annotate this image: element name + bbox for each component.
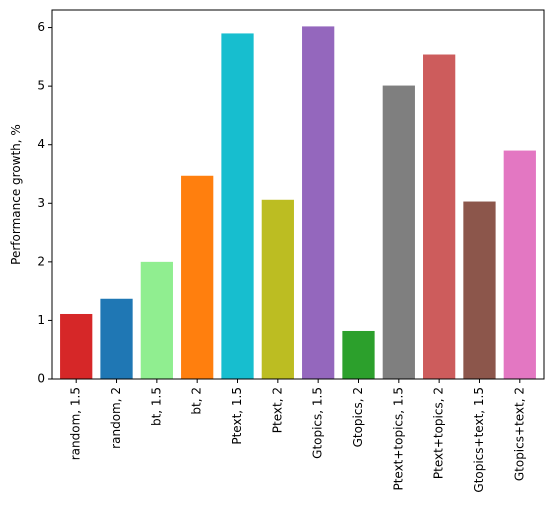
x-axis: random, 1.5 random, 2 bt, 1.5 bt, 2 Ptext, 1… (69, 379, 526, 493)
x-tick-label-7: Gtopics, 2 (351, 387, 365, 447)
x-tick-label-6: Gtopics, 1.5 (311, 387, 325, 459)
bar-8 (382, 85, 415, 380)
bar-4 (221, 33, 254, 380)
y-tick-label-6: 6 (37, 20, 45, 34)
x-tick-label-8: Ptext+topics, 1.5 (391, 387, 405, 491)
y-tick-label-3: 3 (37, 196, 45, 210)
bar-6 (302, 26, 335, 380)
bar-1 (100, 298, 133, 379)
bar-9 (423, 54, 456, 380)
bar-3 (181, 175, 214, 379)
bar-0 (60, 313, 93, 379)
bars-group (60, 26, 536, 380)
x-tick-label-9: Ptext+topics, 2 (432, 387, 446, 479)
x-tick-label-4: Ptext, 1.5 (230, 387, 244, 445)
y-tick-label-1: 1 (37, 313, 45, 327)
x-tick-label-2: bt, 1.5 (149, 387, 163, 426)
y-axis-label: Performance growth, % (9, 124, 23, 265)
bar-2 (140, 261, 173, 379)
y-tick-label-5: 5 (37, 79, 45, 93)
x-tick-label-11: Gtopics+text, 2 (512, 387, 526, 481)
x-tick-label-0: random, 1.5 (69, 387, 83, 460)
bar-11 (503, 150, 536, 379)
plot-frame (51, 9, 545, 380)
x-tick-label-10: Gtopics+text, 1.5 (472, 387, 486, 493)
x-tick-label-5: Ptext, 2 (270, 387, 284, 433)
x-tick-label-3: bt, 2 (190, 387, 204, 415)
bar-5 (261, 199, 294, 379)
y-tick-label-2: 2 (37, 254, 45, 268)
bar-10 (463, 201, 496, 379)
bar-7 (342, 330, 375, 379)
x-tick-label-1: random, 2 (109, 387, 123, 449)
y-tick-label-0: 0 (37, 372, 45, 386)
y-tick-label-4: 4 (37, 137, 45, 151)
y-axis: 0 1 2 3 4 5 6 (37, 20, 52, 386)
